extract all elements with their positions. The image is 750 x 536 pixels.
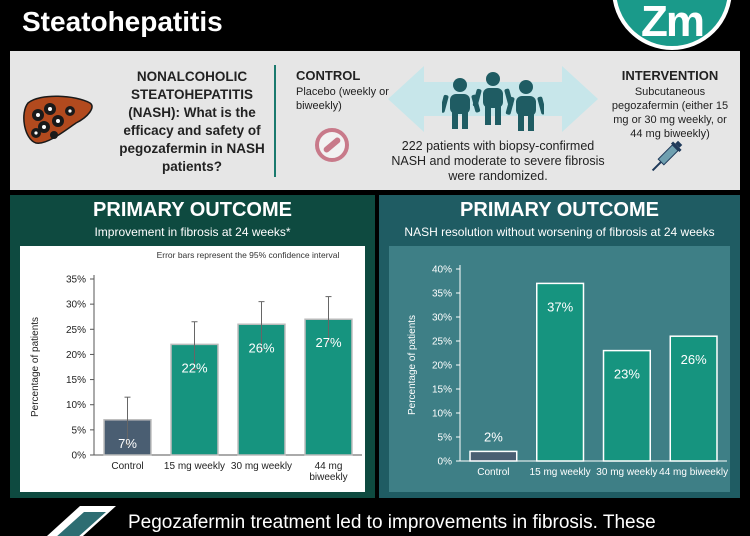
intervention-description: Subcutaneous pegozafermin (either 15 mg … [611, 86, 729, 140]
x-tick-label: biweekly [309, 472, 347, 483]
logo-text: Zm [641, 0, 705, 46]
bar-44-mg-biweekly [669, 335, 718, 462]
y-tick-label: 35% [66, 275, 86, 286]
x-tick-label: 30 mg weekly [231, 461, 292, 472]
data-label: 26% [248, 340, 274, 355]
control-description: Placebo (weekly or biweekly) [296, 86, 389, 112]
nash-chart-area: 0% 5% 10% 15% 20% 25% 30% 35% 40% Percentage of p… [389, 246, 730, 492]
y-tick-label: 30% [66, 300, 86, 311]
left-panel-subtitle: Improvement in fibrosis at 24 weeks* [94, 225, 291, 239]
x-tick-label: Control [111, 461, 143, 472]
y-tick-label: 25% [66, 325, 86, 336]
data-label: 22% [181, 360, 207, 375]
y-tick-label: 0% [438, 457, 453, 468]
y-tick-label: 0% [72, 451, 87, 462]
y-tick-label: 5% [438, 433, 453, 444]
y-tick-label: 25% [432, 337, 452, 348]
y-tick-label: 15% [66, 375, 86, 386]
y-tick-label: 35% [432, 289, 452, 300]
conclusion-text: Pegozafermin treatment led to improvemen… [128, 512, 656, 533]
data-label: 7% [118, 436, 137, 451]
liver-icon [23, 95, 93, 144]
x-tick-label: 15 mg weekly [530, 467, 591, 478]
bar-30-mg-weekly [602, 349, 651, 462]
people-icon [442, 72, 544, 131]
right-panel-title: PRIMARY OUTCOME [460, 199, 659, 221]
logo: Zm [612, 0, 732, 50]
error-bar-note: Error bars represent the 95% confidence … [157, 250, 340, 260]
right-panel-subtitle: NASH resolution without worsening of fib… [404, 225, 715, 239]
y-tick-label: 10% [66, 400, 86, 411]
fibrosis-outcome-panel: PRIMARY OUTCOME Improvement in fibrosis … [10, 195, 375, 498]
y-tick-label: 30% [432, 313, 452, 324]
conclusion-footer: Pegozafermin treatment led to improvemen… [0, 502, 750, 536]
y-tick-label: 10% [432, 409, 452, 420]
data-label: 27% [315, 335, 341, 350]
data-label: 26% [681, 352, 707, 367]
page-title: Steatohepatitis [22, 6, 223, 37]
fibrosis-chart: Error bars represent the 95% confidence … [30, 250, 362, 483]
patients-description: 222 patients with biopsy-confirmed NASH … [391, 139, 605, 183]
y-axis-label: Percentage of patients [30, 317, 41, 417]
no-symbol-icon [315, 128, 349, 162]
research-question: NONALCOHOLIC STEATOHEPATITIS (NASH): Wha… [119, 69, 265, 174]
x-tick-label: 44 mg [315, 461, 343, 472]
nash-resolution-chart: 0% 5% 10% 15% 20% 25% 30% 35% 40% Percentage of p… [407, 265, 728, 479]
y-tick-label: 20% [432, 361, 452, 372]
bar-control [469, 450, 518, 462]
fibrosis-chart-area: Error bars represent the 95% confidence … [20, 246, 365, 492]
y-tick-label: 20% [66, 350, 86, 361]
syringe-icon [651, 140, 683, 172]
left-panel-title: PRIMARY OUTCOME [93, 199, 292, 221]
y-tick-label: 15% [432, 385, 452, 396]
control-title: CONTROL [296, 68, 361, 83]
intervention-title: INTERVENTION [621, 68, 719, 83]
y-tick-label: 40% [432, 265, 452, 276]
x-tick-label: 44 mg biweekly [659, 467, 728, 478]
header: Steatohepatitis Zm [0, 0, 750, 50]
pill-icon [47, 506, 116, 536]
nash-resolution-panel: PRIMARY OUTCOME NASH resolution without … [379, 195, 740, 498]
divider [274, 65, 276, 177]
x-tick-label: 15 mg weekly [164, 461, 225, 472]
bar-15-mg-weekly [536, 282, 585, 462]
data-label: 23% [614, 367, 640, 382]
x-tick-label: 30 mg weekly [596, 467, 657, 478]
data-label: 2% [484, 429, 503, 444]
x-tick-label: Control [477, 467, 509, 478]
y-tick-label: 5% [72, 425, 87, 436]
data-label: 37% [547, 299, 573, 314]
y-axis-label: Percentage of patients [407, 315, 418, 415]
study-overview-panel: NONALCOHOLIC STEATOHEPATITIS (NASH): Wha… [10, 51, 740, 190]
